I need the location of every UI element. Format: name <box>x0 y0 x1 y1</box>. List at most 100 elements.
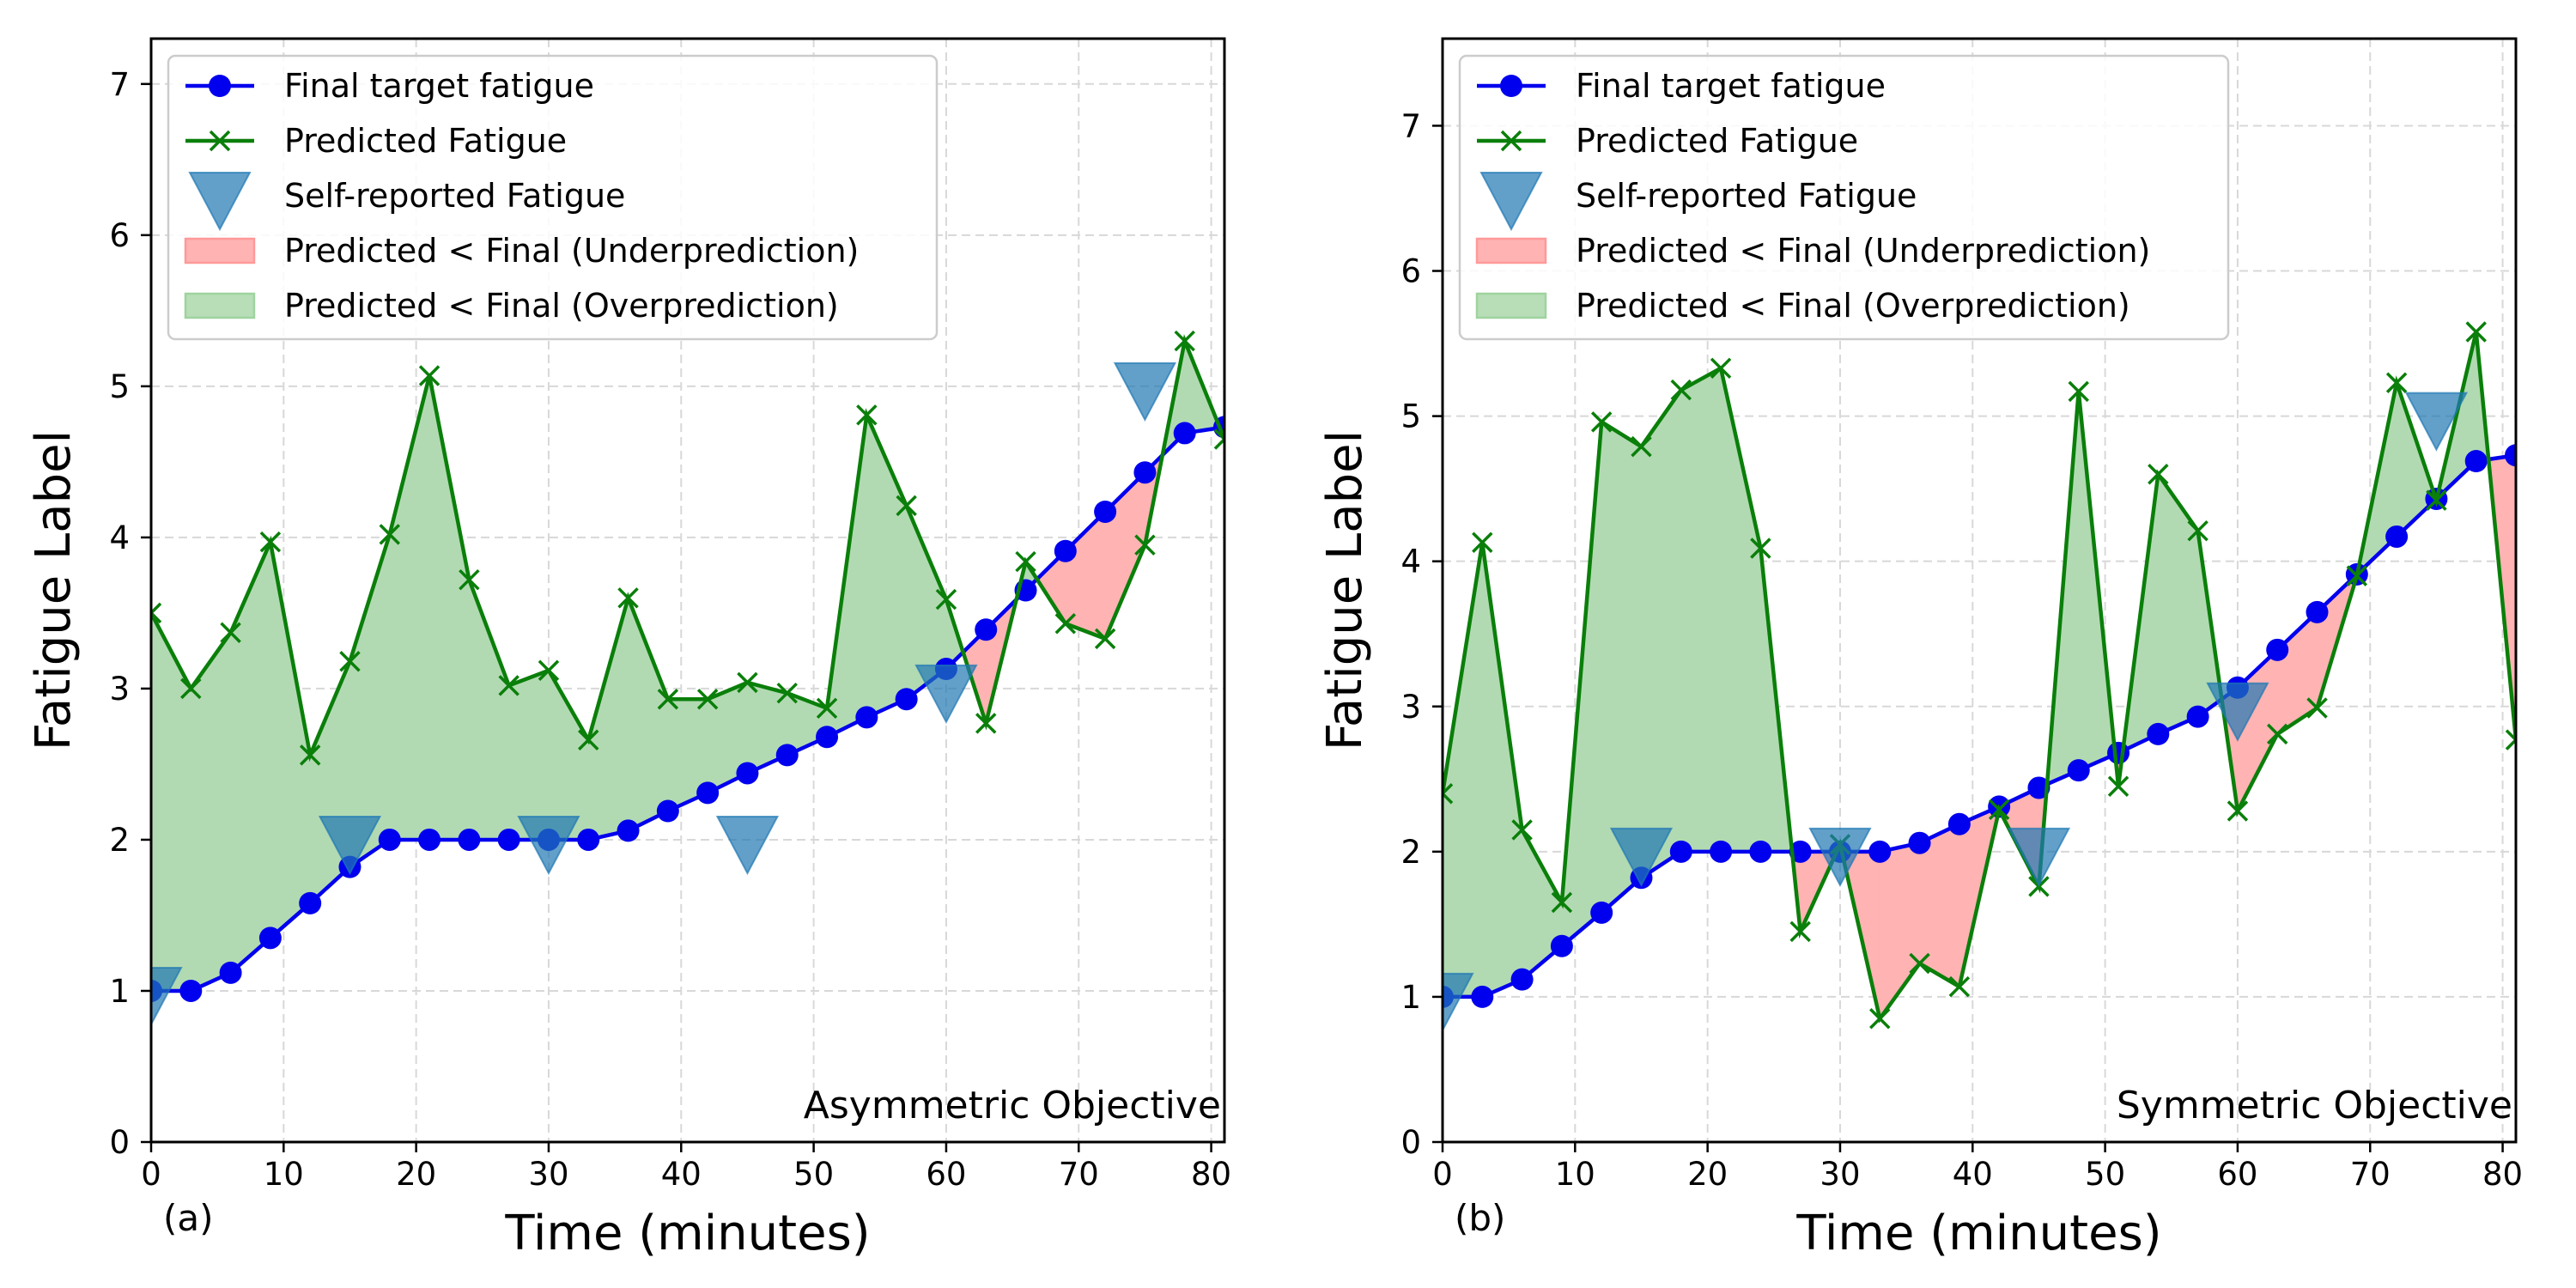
plot-area <box>151 330 1224 1027</box>
self-reported-point <box>1609 827 1674 887</box>
final-target-point <box>1173 422 1196 445</box>
legend-label: Predicted < Final (Overprediction) <box>1576 287 2130 325</box>
final-target-point <box>2067 759 2090 782</box>
y-tick-label: 6 <box>109 217 130 254</box>
self-reported-point <box>1443 972 1474 1033</box>
panel-label: (a) <box>163 1197 214 1239</box>
overprediction-region <box>548 668 589 841</box>
predicted-point <box>1869 1008 1891 1030</box>
y-axis-label: Fatigue Label <box>1317 430 1373 750</box>
final-target-point <box>855 706 878 729</box>
legend-label: Final target fatigue <box>1576 67 1886 105</box>
self-reported-point <box>517 815 580 876</box>
predicted-point <box>2306 697 2328 719</box>
final-target-point <box>1947 812 1971 835</box>
overprediction-region <box>1443 542 1483 998</box>
final-target-point <box>775 744 799 767</box>
predicted-point <box>1551 891 1573 914</box>
panel-label: (b) <box>1455 1197 1505 1239</box>
final-target-point <box>1590 901 1613 924</box>
predicted-point <box>299 744 321 766</box>
y-tick-label: 5 <box>109 368 130 405</box>
self-reported-point <box>151 966 183 1027</box>
predicted-point <box>1015 550 1036 573</box>
final-target-point <box>1669 840 1692 863</box>
predicted-point <box>1988 799 2010 821</box>
predicted-point <box>2266 723 2288 745</box>
x-tick-label: 30 <box>528 1156 568 1193</box>
predicted-point <box>737 671 758 694</box>
y-tick-label: 7 <box>1400 107 1421 144</box>
y-tick-label: 2 <box>109 822 130 859</box>
legend-label: Self-reported Fatigue <box>1576 177 1917 215</box>
predicted-point <box>1213 428 1224 450</box>
self-reported-point <box>914 664 978 725</box>
legend-patch <box>184 292 256 319</box>
predicted-point <box>151 602 162 624</box>
final-target-point <box>497 828 520 851</box>
predicted-point <box>1948 975 1971 998</box>
final-target-point <box>975 618 998 641</box>
predicted-line <box>151 334 1224 762</box>
y-tick-label: 3 <box>1400 689 1421 726</box>
legend-triangle-marker <box>188 172 252 232</box>
final-target-line <box>151 425 1224 993</box>
legend-label: Predicted < Final (Underprediction) <box>1576 232 2150 270</box>
predicted-point <box>1909 952 1930 975</box>
predicted-point <box>2426 489 2447 511</box>
y-tick-label: 1 <box>1400 979 1421 1016</box>
y-tick-label: 6 <box>1400 253 1421 290</box>
legend-x-marker <box>1500 130 1522 152</box>
x-tick-label: 50 <box>793 1156 834 1193</box>
overprediction-region <box>1680 367 1722 853</box>
overprediction-region <box>1641 388 1682 879</box>
final-target-point <box>2107 741 2130 764</box>
legend-x-marker <box>209 130 231 152</box>
predicted-point <box>1789 920 1811 943</box>
y-tick-label: 2 <box>1400 834 1421 871</box>
y-axis-label: Fatigue Label <box>26 430 82 750</box>
predicted-point <box>1054 612 1077 635</box>
predicted-point <box>2227 800 2249 822</box>
y-tick-label: 4 <box>109 519 130 556</box>
overprediction-region <box>508 670 550 841</box>
predicted-point <box>657 689 679 710</box>
final-target-point <box>656 799 679 823</box>
axes-frame <box>149 37 1226 1144</box>
predicted-point <box>220 622 241 644</box>
final-target-point <box>2505 444 2516 467</box>
x-axis-label: Time (minutes) <box>504 1206 870 1261</box>
overprediction-region <box>428 375 470 841</box>
x-tick-label: 10 <box>1555 1156 1595 1193</box>
legend: Final target fatigue Predicted Fatigue Sel… <box>167 54 939 341</box>
x-tick-label: 30 <box>1820 1156 1860 1193</box>
axes-frame <box>1441 37 2518 1144</box>
x-axis-label: Time (minutes) <box>1795 1206 2161 1261</box>
predicted-point <box>2385 372 2408 393</box>
final-target-point <box>2266 638 2289 661</box>
overprediction-region <box>1720 368 1761 853</box>
x-tick-label: 0 <box>141 1156 161 1193</box>
final-target-point <box>895 688 918 711</box>
legend-label: Predicted < Final (Underprediction) <box>284 232 859 270</box>
self-reported-point <box>1808 827 1872 887</box>
self-reported-point <box>318 815 382 876</box>
x-tick-label: 80 <box>1191 1156 1231 1193</box>
final-target-point <box>1710 840 1733 863</box>
plot-area <box>1443 321 2516 1033</box>
legend-patch <box>1475 292 1547 319</box>
final-target-point <box>1133 461 1157 484</box>
predicted-point <box>498 675 519 696</box>
final-target-point <box>2147 722 2170 745</box>
x-tick-label: 60 <box>926 1156 966 1193</box>
final-target-point <box>418 828 441 851</box>
x-tick-label: 0 <box>1432 1156 1453 1193</box>
legend-label: Predicted < Final (Overprediction) <box>284 287 839 325</box>
x-tick-label: 40 <box>1953 1156 1993 1193</box>
x-tick-label: 80 <box>2482 1156 2523 1193</box>
predicted-point <box>935 588 957 611</box>
final-target-point <box>378 828 401 851</box>
predicted-point <box>2068 380 2089 403</box>
overprediction-region <box>230 541 271 974</box>
